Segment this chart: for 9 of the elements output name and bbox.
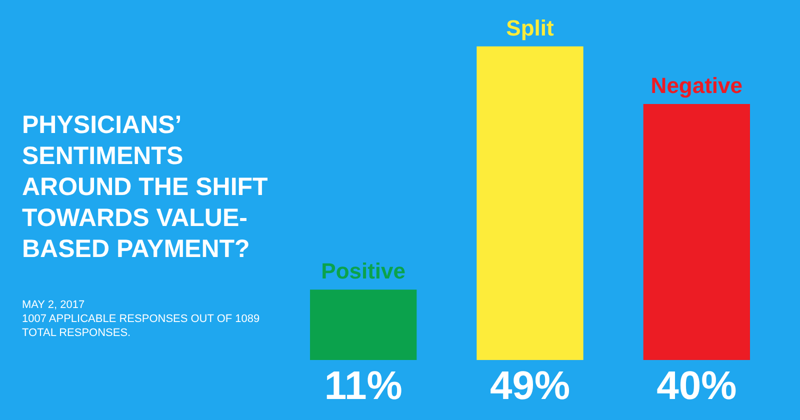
x-tick-label: Split: [506, 15, 554, 40]
text: MAY 2, 2017: [22, 298, 86, 312]
x-tick-label: Negative: [650, 73, 743, 98]
text: PHYSICIANS’ SENTIMENTS AROUND THE SHIFT TOWARDS VALUE-BASED PAYMENT?: [22, 110, 269, 265]
data-label: 40%: [656, 364, 737, 408]
data-label: 49%: [490, 364, 570, 408]
x-tick-label: Positive: [321, 258, 406, 284]
text: 1007 APPLICABLE RESPONSES OUT OF 1089 TOTAL RESPONSES.: [22, 312, 261, 340]
data-label: 11%: [324, 364, 402, 408]
